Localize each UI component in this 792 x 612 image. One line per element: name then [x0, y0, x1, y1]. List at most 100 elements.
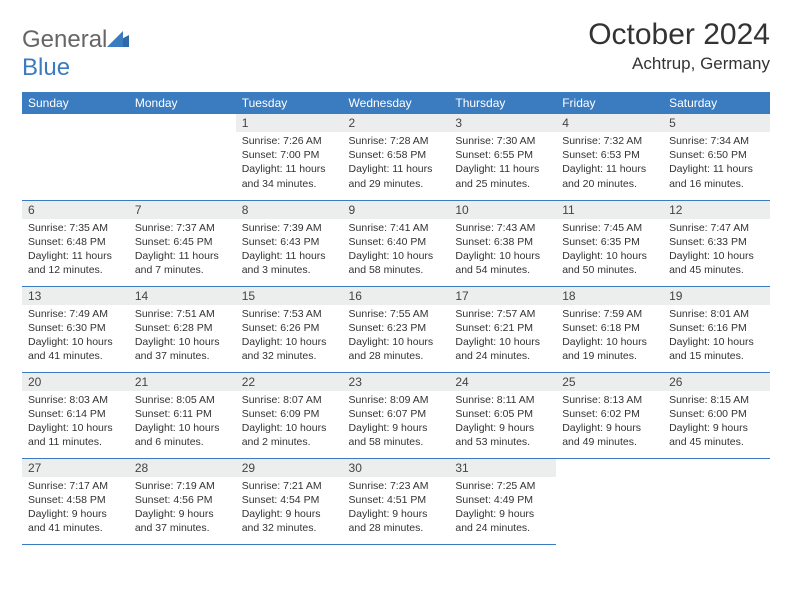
- calendar-cell: 10Sunrise: 7:43 AMSunset: 6:38 PMDayligh…: [449, 200, 556, 286]
- calendar-cell: 2Sunrise: 7:28 AMSunset: 6:58 PMDaylight…: [343, 114, 450, 200]
- weekday-header: Friday: [556, 92, 663, 114]
- day-number: 28: [129, 459, 236, 477]
- day-details: Sunrise: 7:57 AMSunset: 6:21 PMDaylight:…: [449, 305, 556, 368]
- day-number: 16: [343, 287, 450, 305]
- day-details: Sunrise: 7:25 AMSunset: 4:49 PMDaylight:…: [449, 477, 556, 540]
- calendar-cell: 27Sunrise: 7:17 AMSunset: 4:58 PMDayligh…: [22, 458, 129, 544]
- calendar-cell: 6Sunrise: 7:35 AMSunset: 6:48 PMDaylight…: [22, 200, 129, 286]
- day-number: 2: [343, 114, 450, 132]
- calendar-cell: 30Sunrise: 7:23 AMSunset: 4:51 PMDayligh…: [343, 458, 450, 544]
- day-details: Sunrise: 8:13 AMSunset: 6:02 PMDaylight:…: [556, 391, 663, 454]
- calendar-body: 1Sunrise: 7:26 AMSunset: 7:00 PMDaylight…: [22, 114, 770, 544]
- day-details: Sunrise: 7:23 AMSunset: 4:51 PMDaylight:…: [343, 477, 450, 540]
- day-details: Sunrise: 7:19 AMSunset: 4:56 PMDaylight:…: [129, 477, 236, 540]
- day-details: Sunrise: 7:41 AMSunset: 6:40 PMDaylight:…: [343, 219, 450, 282]
- calendar-cell: 29Sunrise: 7:21 AMSunset: 4:54 PMDayligh…: [236, 458, 343, 544]
- day-details: Sunrise: 7:43 AMSunset: 6:38 PMDaylight:…: [449, 219, 556, 282]
- day-number: 9: [343, 201, 450, 219]
- day-number: 23: [343, 373, 450, 391]
- calendar-cell: 23Sunrise: 8:09 AMSunset: 6:07 PMDayligh…: [343, 372, 450, 458]
- day-details: Sunrise: 7:47 AMSunset: 6:33 PMDaylight:…: [663, 219, 770, 282]
- weekday-header-row: SundayMondayTuesdayWednesdayThursdayFrid…: [22, 92, 770, 114]
- day-details: Sunrise: 8:11 AMSunset: 6:05 PMDaylight:…: [449, 391, 556, 454]
- calendar-cell: 17Sunrise: 7:57 AMSunset: 6:21 PMDayligh…: [449, 286, 556, 372]
- day-number: 21: [129, 373, 236, 391]
- day-details: Sunrise: 7:26 AMSunset: 7:00 PMDaylight:…: [236, 132, 343, 195]
- calendar-cell: 1Sunrise: 7:26 AMSunset: 7:00 PMDaylight…: [236, 114, 343, 200]
- calendar-cell: 24Sunrise: 8:11 AMSunset: 6:05 PMDayligh…: [449, 372, 556, 458]
- calendar-row: 6Sunrise: 7:35 AMSunset: 6:48 PMDaylight…: [22, 200, 770, 286]
- day-details: Sunrise: 8:03 AMSunset: 6:14 PMDaylight:…: [22, 391, 129, 454]
- day-details: Sunrise: 8:07 AMSunset: 6:09 PMDaylight:…: [236, 391, 343, 454]
- weekday-header: Thursday: [449, 92, 556, 114]
- day-details: Sunrise: 7:45 AMSunset: 6:35 PMDaylight:…: [556, 219, 663, 282]
- day-number: 27: [22, 459, 129, 477]
- calendar-cell: 20Sunrise: 8:03 AMSunset: 6:14 PMDayligh…: [22, 372, 129, 458]
- calendar-row: 1Sunrise: 7:26 AMSunset: 7:00 PMDaylight…: [22, 114, 770, 200]
- calendar-cell: 22Sunrise: 8:07 AMSunset: 6:09 PMDayligh…: [236, 372, 343, 458]
- day-details: Sunrise: 7:21 AMSunset: 4:54 PMDaylight:…: [236, 477, 343, 540]
- header: GeneralBlue October 2024 Achtrup, German…: [22, 18, 770, 82]
- day-number: 31: [449, 459, 556, 477]
- logo-mark-icon: [107, 26, 129, 53]
- weekday-header: Wednesday: [343, 92, 450, 114]
- calendar-cell: 3Sunrise: 7:30 AMSunset: 6:55 PMDaylight…: [449, 114, 556, 200]
- calendar-cell: [22, 114, 129, 200]
- calendar-cell: 16Sunrise: 7:55 AMSunset: 6:23 PMDayligh…: [343, 286, 450, 372]
- day-details: Sunrise: 7:51 AMSunset: 6:28 PMDaylight:…: [129, 305, 236, 368]
- calendar-cell: 4Sunrise: 7:32 AMSunset: 6:53 PMDaylight…: [556, 114, 663, 200]
- brand-part1: General: [22, 26, 107, 53]
- calendar-cell: 5Sunrise: 7:34 AMSunset: 6:50 PMDaylight…: [663, 114, 770, 200]
- title-block: October 2024 Achtrup, Germany: [588, 18, 770, 74]
- calendar-cell: 28Sunrise: 7:19 AMSunset: 4:56 PMDayligh…: [129, 458, 236, 544]
- weekday-header: Sunday: [22, 92, 129, 114]
- location: Achtrup, Germany: [588, 54, 770, 74]
- calendar-cell: 19Sunrise: 8:01 AMSunset: 6:16 PMDayligh…: [663, 286, 770, 372]
- day-number: 29: [236, 459, 343, 477]
- day-details: Sunrise: 7:32 AMSunset: 6:53 PMDaylight:…: [556, 132, 663, 195]
- day-number: 12: [663, 201, 770, 219]
- day-number: 25: [556, 373, 663, 391]
- calendar-cell: 26Sunrise: 8:15 AMSunset: 6:00 PMDayligh…: [663, 372, 770, 458]
- day-details: Sunrise: 7:35 AMSunset: 6:48 PMDaylight:…: [22, 219, 129, 282]
- day-number: 6: [22, 201, 129, 219]
- day-details: Sunrise: 7:37 AMSunset: 6:45 PMDaylight:…: [129, 219, 236, 282]
- calendar-cell: [556, 458, 663, 544]
- brand-part2: Blue: [22, 54, 70, 81]
- day-number: 26: [663, 373, 770, 391]
- day-number: 3: [449, 114, 556, 132]
- day-details: Sunrise: 7:28 AMSunset: 6:58 PMDaylight:…: [343, 132, 450, 195]
- weekday-header: Saturday: [663, 92, 770, 114]
- day-details: Sunrise: 7:34 AMSunset: 6:50 PMDaylight:…: [663, 132, 770, 195]
- day-number: 20: [22, 373, 129, 391]
- day-number: 22: [236, 373, 343, 391]
- calendar-cell: [663, 458, 770, 544]
- calendar-row: 13Sunrise: 7:49 AMSunset: 6:30 PMDayligh…: [22, 286, 770, 372]
- day-details: Sunrise: 8:09 AMSunset: 6:07 PMDaylight:…: [343, 391, 450, 454]
- day-number: 13: [22, 287, 129, 305]
- calendar-cell: 15Sunrise: 7:53 AMSunset: 6:26 PMDayligh…: [236, 286, 343, 372]
- brand-logo: GeneralBlue: [22, 26, 129, 82]
- calendar-row: 27Sunrise: 7:17 AMSunset: 4:58 PMDayligh…: [22, 458, 770, 544]
- day-details: Sunrise: 8:15 AMSunset: 6:00 PMDaylight:…: [663, 391, 770, 454]
- day-details: Sunrise: 7:39 AMSunset: 6:43 PMDaylight:…: [236, 219, 343, 282]
- calendar-cell: [129, 114, 236, 200]
- day-number: 10: [449, 201, 556, 219]
- day-number: 8: [236, 201, 343, 219]
- calendar-cell: 13Sunrise: 7:49 AMSunset: 6:30 PMDayligh…: [22, 286, 129, 372]
- calendar-cell: 31Sunrise: 7:25 AMSunset: 4:49 PMDayligh…: [449, 458, 556, 544]
- weekday-header: Monday: [129, 92, 236, 114]
- day-details: Sunrise: 7:30 AMSunset: 6:55 PMDaylight:…: [449, 132, 556, 195]
- calendar-cell: 11Sunrise: 7:45 AMSunset: 6:35 PMDayligh…: [556, 200, 663, 286]
- calendar-cell: 14Sunrise: 7:51 AMSunset: 6:28 PMDayligh…: [129, 286, 236, 372]
- day-details: Sunrise: 7:49 AMSunset: 6:30 PMDaylight:…: [22, 305, 129, 368]
- day-details: Sunrise: 7:17 AMSunset: 4:58 PMDaylight:…: [22, 477, 129, 540]
- calendar-row: 20Sunrise: 8:03 AMSunset: 6:14 PMDayligh…: [22, 372, 770, 458]
- day-number: 15: [236, 287, 343, 305]
- weekday-header: Tuesday: [236, 92, 343, 114]
- calendar-cell: 7Sunrise: 7:37 AMSunset: 6:45 PMDaylight…: [129, 200, 236, 286]
- day-number: 5: [663, 114, 770, 132]
- day-details: Sunrise: 7:53 AMSunset: 6:26 PMDaylight:…: [236, 305, 343, 368]
- day-number: 7: [129, 201, 236, 219]
- day-number: 19: [663, 287, 770, 305]
